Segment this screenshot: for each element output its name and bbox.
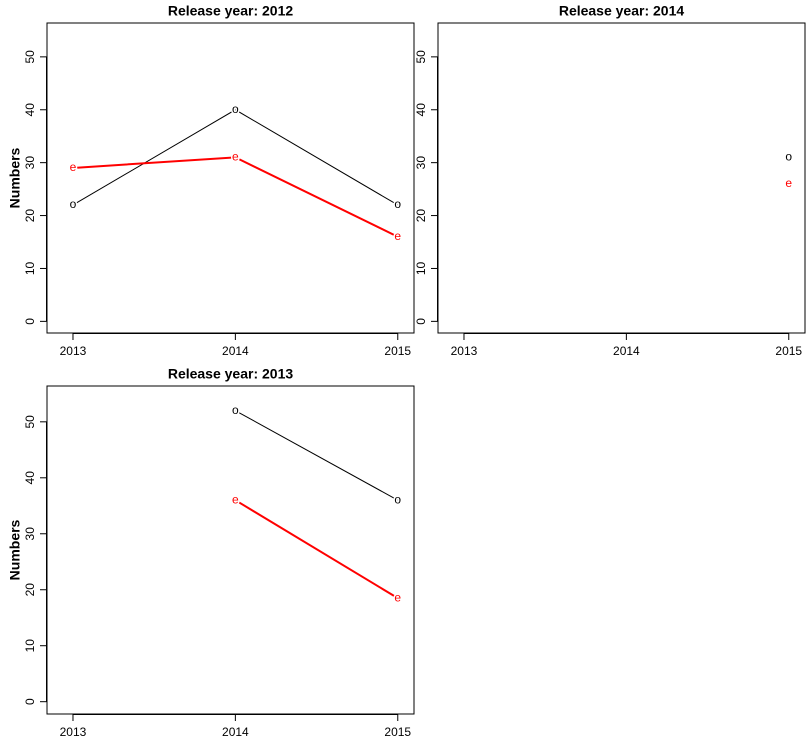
point-marker: o [232,102,239,116]
x-tick-label: 2014 [222,725,249,739]
y-tick-label: 50 [414,50,428,64]
y-tick-label: 20 [23,583,37,597]
y-tick-label: 10 [414,261,428,275]
x-tick-label: 2013 [60,344,87,358]
series-line [72,156,399,238]
x-tick-label: 2014 [613,344,640,358]
point-marker: o [70,197,77,211]
point-marker: e [232,492,239,506]
series-line [235,410,399,501]
x-tick-label: 2014 [222,344,249,358]
point-marker: e [394,590,401,604]
y-tick-label: 30 [23,527,37,541]
x-tick-label: 2013 [60,725,87,739]
point-marker: o [785,150,792,164]
panel-title: Release year: 2012 [168,3,294,19]
y-tick-label: 20 [23,209,37,223]
point-marker: e [394,229,401,243]
point-marker: o [232,403,239,417]
x-tick-label: 2015 [775,344,802,358]
plot-box [46,385,415,715]
point-marker: e [785,176,792,190]
y-tick-label: 40 [23,471,37,485]
y-axis-label: Numbers [7,147,23,208]
x-tick-label: 2015 [384,725,411,739]
series-line [72,109,399,206]
y-tick-label: 10 [23,261,37,275]
y-tick-label: 0 [414,318,428,325]
y-tick-label: 30 [23,156,37,170]
series-line [234,499,399,599]
y-tick-label: 0 [23,698,37,705]
x-tick-label: 2015 [384,344,411,358]
plot-box [437,22,806,334]
panel-title: Release year: 2013 [168,366,294,382]
y-tick-label: 40 [23,103,37,117]
point-marker: e [232,150,239,164]
y-axis-label: Numbers [7,519,23,580]
y-tick-label: 50 [23,415,37,429]
y-tick-label: 30 [414,156,428,170]
y-tick-label: 0 [23,318,37,325]
y-tick-label: 10 [23,639,37,653]
y-tick-label: 20 [414,209,428,223]
y-tick-label: 40 [414,103,428,117]
plot-box [46,22,415,334]
point-marker: o [394,492,401,506]
point-marker: e [70,160,77,174]
x-tick-label: 2013 [451,344,478,358]
point-marker: o [394,197,401,211]
panel-title: Release year: 2014 [559,3,685,19]
y-tick-label: 50 [23,50,37,64]
